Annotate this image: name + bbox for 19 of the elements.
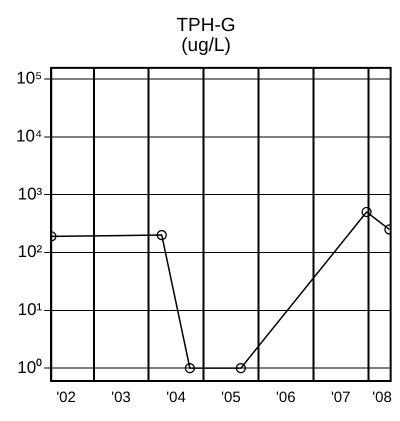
y-tick-label: 10⁵ [16,68,42,88]
y-tick-label: 10³ [18,184,43,204]
x-tick-label: '03 [111,389,131,406]
point [184,363,196,374]
y-tick-label: 10⁴ [16,126,42,146]
point [361,206,372,218]
x-tick-label: '04 [166,389,186,406]
x-tick-label: '05 [221,389,241,406]
chart-title: TPH-G [176,15,236,36]
y-tick-label: 10¹ [18,300,43,319]
chart-subtitle: (ug/L) [181,35,231,56]
x-tick-label: '02 [56,389,76,406]
y-tick-label: 10⁰ [17,358,42,377]
x-tick-label: '07 [330,389,350,406]
point [156,230,167,240]
x-tick-label: '06 [276,389,296,406]
point [236,363,246,374]
y-tick-label: 10² [18,242,43,262]
x-tick-label: '08 [372,389,392,406]
